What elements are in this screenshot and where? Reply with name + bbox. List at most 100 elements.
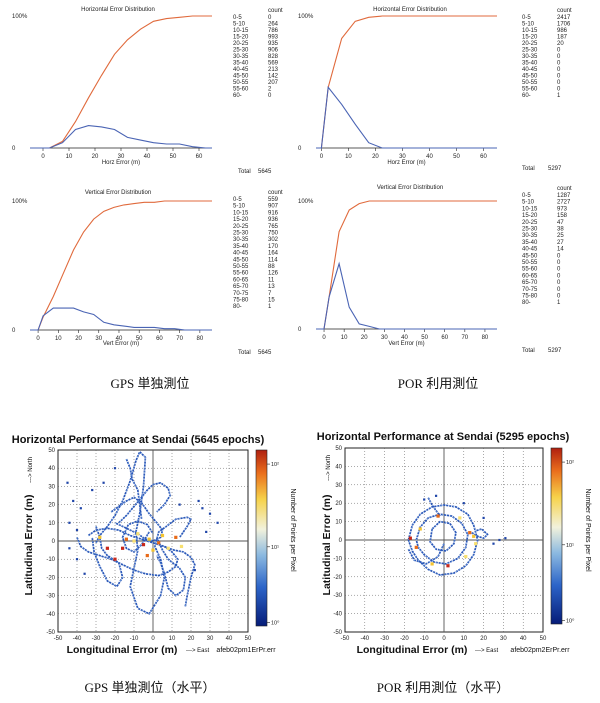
- bin-label: 40-45: [233, 251, 249, 257]
- density-hotspot: [105, 546, 109, 550]
- x-tick-label: 80: [482, 335, 489, 341]
- bin-label: 75-80: [233, 298, 249, 304]
- x-axis-label: Longitudinal Error (m): [67, 644, 178, 656]
- density-hotspot: [464, 554, 468, 559]
- y-tick-label: 20: [48, 503, 55, 509]
- density-point: [75, 528, 79, 532]
- bin-count: 935: [268, 41, 279, 47]
- bin-count: 88: [268, 264, 275, 270]
- bin-label: 10-15: [522, 28, 538, 34]
- plot-area: 0 10 20 30 40 50 60 0 100% Horz Error (m): [298, 14, 497, 166]
- density-hotspot: [436, 514, 440, 518]
- bin-table-body: 0-5 1287 5-10 2727 10-15 973 15-20 158 20-25 47 25…: [522, 193, 571, 306]
- bin-count: 916: [268, 210, 279, 216]
- x-tick-label: 40: [144, 154, 151, 160]
- x-axis-label: Horz Error (m): [387, 160, 425, 166]
- density-hotspot: [468, 531, 472, 535]
- x-tick-label: 0: [36, 336, 40, 342]
- x-axis-label-suffix: ---> East: [186, 648, 210, 654]
- plot-area: 0 10 20 30 40 50 60 70 80 0 100% Vert Error (m): [12, 199, 212, 347]
- density-point: [462, 502, 465, 505]
- x-tick-label: 40: [426, 154, 433, 160]
- bin-count: 142: [268, 74, 279, 80]
- bin-count: 1: [268, 304, 272, 310]
- bin-label: 60-: [233, 93, 242, 99]
- bin-table-body: 0-5 0 5-10 264 10-15 786 15-20 993 20-25 935 25-30…: [233, 15, 279, 99]
- bin-label: 30-35: [522, 54, 538, 60]
- total-value: 5297: [548, 348, 562, 354]
- bin-count: 0: [557, 48, 561, 54]
- density-point: [66, 481, 69, 484]
- y-axis-label-suffix: ---> North: [28, 457, 34, 483]
- density-hotspot: [141, 543, 146, 547]
- bin-label: 60-65: [233, 277, 249, 283]
- density-point: [91, 488, 94, 492]
- x-tick-label: 50: [245, 636, 252, 642]
- bin-label: 45-50: [522, 253, 538, 259]
- total-value: 5297: [548, 166, 562, 172]
- x-tick-label: -30: [92, 636, 101, 642]
- density-hotspot: [157, 541, 161, 545]
- bin-count: 0: [268, 15, 272, 21]
- plot-area: 0 10 20 30 40 50 60 0 100% Horz Error (m): [12, 14, 212, 166]
- bin-count: 986: [557, 28, 568, 34]
- x-tick-label: 30: [118, 154, 125, 160]
- total-label: Total: [522, 166, 535, 172]
- bin-table: count 0-5 2417 5-10 1706 10-15 986 15-20 187 20-…: [522, 8, 572, 172]
- bin-label: 50-55: [522, 260, 538, 266]
- x-tick-label: 10: [460, 636, 467, 642]
- density-point: [68, 521, 71, 524]
- total-value: 5645: [258, 350, 272, 356]
- bin-count: 7: [268, 291, 272, 297]
- bin-label: 5-10: [233, 22, 246, 28]
- x-tick-label: -20: [400, 636, 409, 642]
- y-tick-label: -30: [333, 593, 342, 599]
- x-tick-label: 60: [156, 336, 163, 342]
- bin-count: 207: [268, 80, 279, 86]
- bin-table-header: count: [557, 8, 572, 14]
- caption-bottom-left: GPS 単独測位（水平）: [84, 680, 215, 695]
- y-tick-label: 40: [48, 466, 55, 472]
- bin-count: 1706: [557, 22, 571, 28]
- chart-title: Horizontal Error Distribution: [81, 7, 155, 13]
- bin-count: 0: [557, 61, 561, 67]
- bin-label: 70-75: [522, 287, 538, 293]
- x-tick-label: 30: [207, 636, 214, 642]
- bin-label: 55-60: [522, 267, 538, 273]
- bin-label: 65-70: [233, 284, 249, 290]
- bin-count: 264: [268, 22, 279, 28]
- x-tick-label: 50: [540, 636, 547, 642]
- bin-label: 0-5: [522, 193, 531, 199]
- bin-label: 25-30: [522, 227, 538, 233]
- x-tick-label: 70: [461, 335, 468, 341]
- total-label: Total: [238, 169, 251, 175]
- bin-count: 993: [268, 35, 279, 41]
- density-point: [201, 507, 204, 510]
- colorbar-tick-label: 10²: [271, 462, 279, 468]
- bin-count: 0: [557, 67, 561, 73]
- x-tick-label: 40: [226, 636, 233, 642]
- bin-label: 80-: [522, 300, 531, 306]
- y-tick-label: 30: [335, 483, 342, 489]
- bin-label: 5-10: [522, 200, 535, 206]
- track-path-highlight: [95, 451, 192, 615]
- line-chart-vertical-por: Vertical Error Distribution 0 10 20 30 40 50 6…: [298, 185, 572, 354]
- density-point: [75, 558, 79, 561]
- colorbar-tick-label: 10¹: [566, 543, 574, 549]
- bin-label: 40-45: [522, 247, 538, 253]
- track-path: [415, 513, 469, 565]
- caption-top-right: POR 利用測位: [398, 376, 479, 391]
- bin-table-header: count: [268, 8, 283, 14]
- bin-count: 907: [268, 204, 279, 210]
- y-tick-label: 20: [335, 501, 342, 507]
- total-value: 5645: [258, 169, 272, 175]
- bin-count: 114: [268, 257, 278, 263]
- y-tick-label: 100%: [298, 199, 314, 205]
- x-tick-label: 50: [421, 335, 428, 341]
- bin-label: 0-5: [233, 15, 242, 21]
- density-hotspot: [408, 536, 412, 540]
- track-path-highlight: [122, 520, 154, 553]
- bin-count: 47: [557, 220, 564, 226]
- y-tick-label: 0: [12, 328, 16, 334]
- bin-count: 14: [557, 247, 564, 253]
